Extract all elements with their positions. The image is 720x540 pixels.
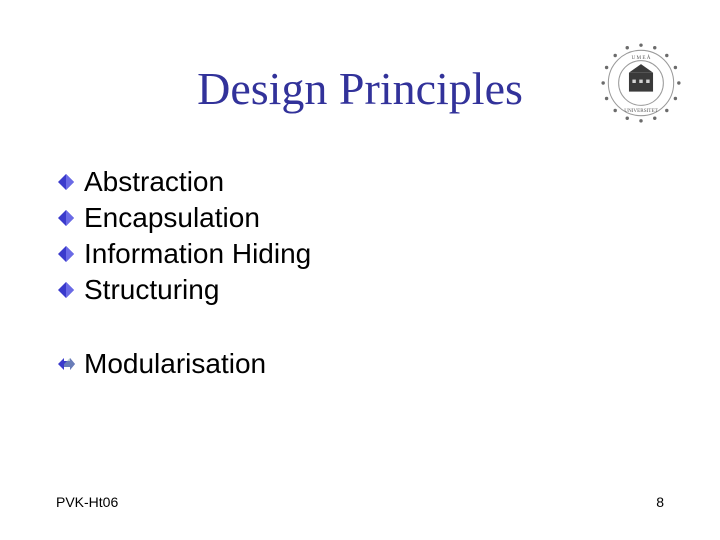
list-item: Abstraction <box>56 166 311 198</box>
list-item: Information Hiding <box>56 238 311 270</box>
spacer <box>56 310 311 348</box>
list-item: Encapsulation <box>56 202 311 234</box>
bullet-icon <box>56 172 76 192</box>
bullet-icon <box>56 244 76 264</box>
slide: U M E Å UNIVERSITET Design Principles Ab… <box>0 0 720 540</box>
slide-title: Design Principles <box>0 62 720 115</box>
bullet-icon <box>56 280 76 300</box>
list-item-label: Information Hiding <box>84 238 311 270</box>
list-item-label: Modularisation <box>84 348 266 380</box>
svg-text:U M E Å: U M E Å <box>631 53 650 61</box>
list-item: Modularisation <box>56 348 311 380</box>
slide-number: 8 <box>656 494 664 510</box>
footer-left: PVK-Ht06 <box>56 494 118 510</box>
bullet-list: Abstraction Encapsulation Information Hi… <box>56 166 311 384</box>
list-item-label: Encapsulation <box>84 202 260 234</box>
list-item: Structuring <box>56 274 311 306</box>
arrow-bullet-icon <box>56 354 76 374</box>
list-item-label: Structuring <box>84 274 219 306</box>
bullet-icon <box>56 208 76 228</box>
list-item-label: Abstraction <box>84 166 224 198</box>
